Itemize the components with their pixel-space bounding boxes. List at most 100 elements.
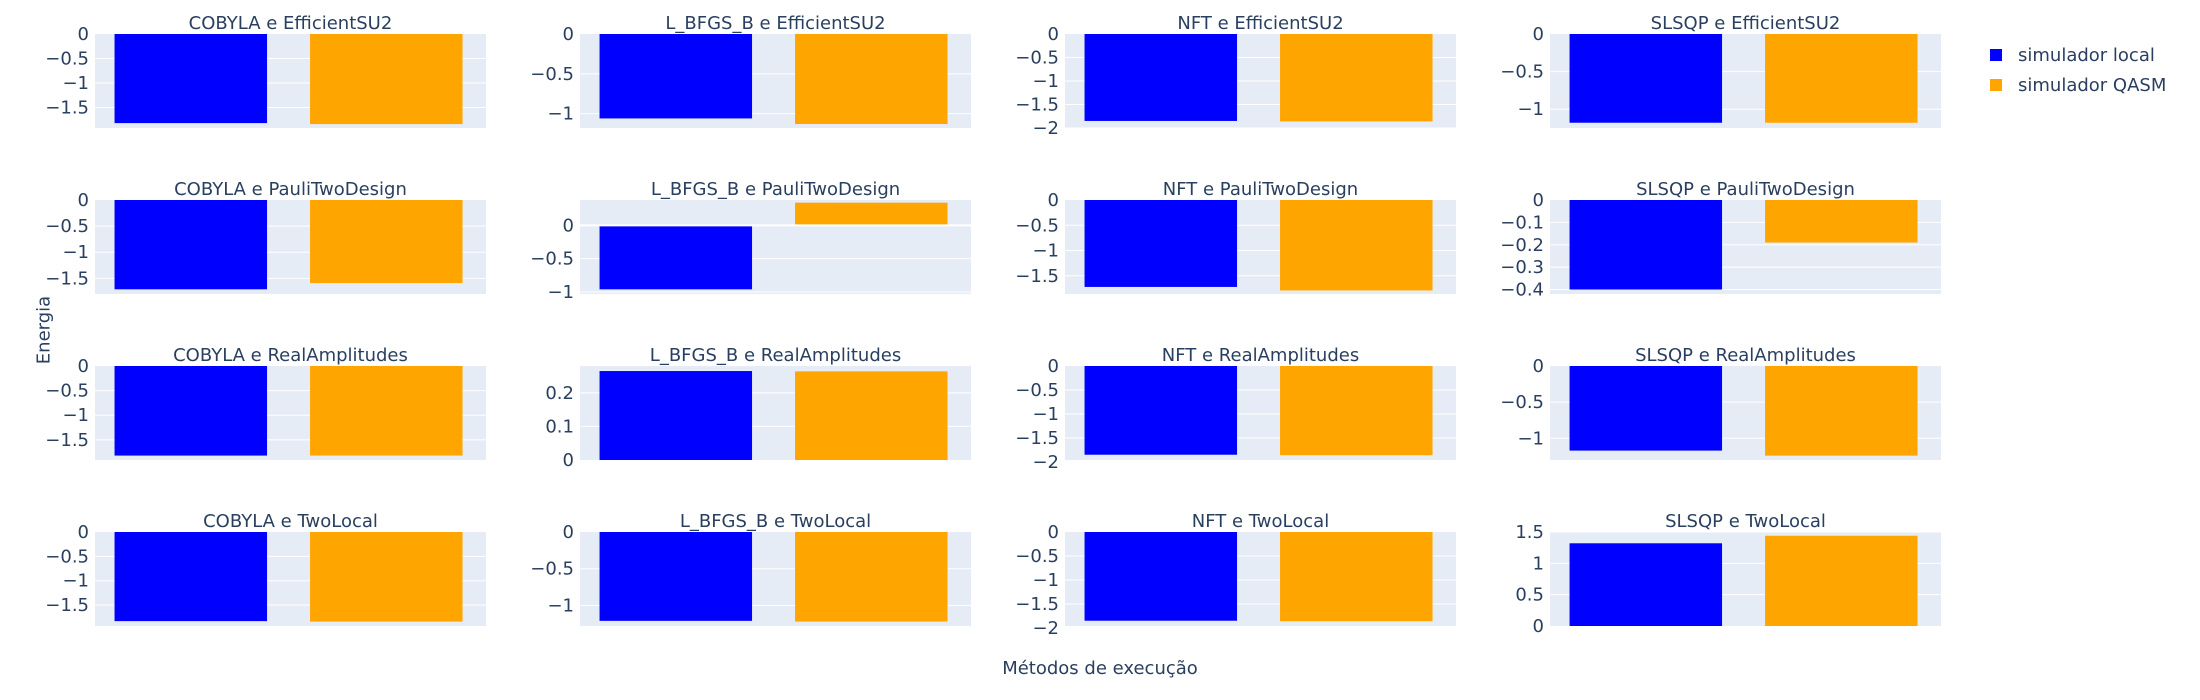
bar-9-local — [599, 371, 753, 460]
subplot-title-11: SLSQP e RealAmplitudes — [1635, 345, 1856, 366]
y-tick-label-6-0: 0 — [1048, 190, 1059, 211]
y-tick-label-15-3: 1.5 — [1515, 522, 1544, 543]
subplot-title-14: NFT e TwoLocal — [1192, 511, 1329, 532]
bar-10-local — [1084, 366, 1238, 455]
y-tick-label-14-0: 0 — [1048, 522, 1059, 543]
y-tick-label-15-1: 0.5 — [1515, 585, 1544, 606]
y-tick-label-10-4: −2 — [1032, 452, 1059, 473]
y-tick-label-10-3: −1.5 — [1015, 428, 1059, 449]
bar-4-local — [114, 200, 268, 290]
y-axis-label: Energia — [33, 295, 55, 365]
y-tick-label-5-0: 0 — [563, 215, 574, 236]
bar-0-qasm — [310, 34, 463, 125]
y-tick-label-7-2: −0.2 — [1500, 235, 1544, 256]
legend-swatch-qasm — [1990, 79, 2002, 91]
y-tick-label-1-1: −0.5 — [530, 64, 574, 85]
y-tick-label-9-1: 0.1 — [545, 416, 574, 437]
y-tick-label-9-0: 0 — [563, 450, 574, 471]
legend-item-local[interactable]: simulador local — [1990, 40, 2166, 70]
bar-2-local — [1084, 34, 1238, 121]
y-tick-label-10-2: −1 — [1032, 404, 1059, 425]
bar-1-local — [599, 34, 753, 119]
y-tick-label-13-0: 0 — [563, 522, 574, 543]
y-tick-label-14-1: −0.5 — [1015, 546, 1059, 567]
y-tick-label-3-1: −0.5 — [1500, 62, 1544, 83]
legend: simulador local simulador QASM — [1990, 40, 2166, 100]
y-tick-label-2-1: −0.5 — [1015, 48, 1059, 69]
y-tick-label-10-1: −0.5 — [1015, 380, 1059, 401]
legend-item-qasm[interactable]: simulador QASM — [1990, 70, 2166, 100]
subplot-title-3: SLSQP e EfficientSU2 — [1651, 13, 1841, 34]
subplot-title-7: SLSQP e PauliTwoDesign — [1636, 179, 1855, 200]
y-tick-label-8-3: −1.5 — [45, 430, 89, 451]
bar-11-local — [1569, 366, 1723, 451]
legend-label-local: simulador local — [2018, 44, 2155, 66]
y-tick-label-8-1: −0.5 — [45, 381, 89, 402]
y-tick-label-1-2: −1 — [547, 104, 574, 125]
bar-14-local — [1084, 532, 1238, 621]
y-tick-label-11-0: 0 — [1533, 356, 1544, 377]
subplot-title-12: COBYLA e TwoLocal — [203, 511, 378, 532]
bar-3-local — [1569, 34, 1723, 123]
bar-5-qasm — [795, 202, 948, 226]
bar-11-qasm — [1765, 366, 1918, 456]
y-tick-label-4-3: −1.5 — [45, 268, 89, 289]
y-tick-label-14-2: −1 — [1032, 570, 1059, 591]
bar-0-local — [114, 34, 268, 124]
subplot-title-13: L_BFGS_B e TwoLocal — [680, 511, 871, 532]
y-tick-label-15-2: 1 — [1533, 553, 1544, 574]
bar-9-qasm — [795, 371, 948, 460]
bar-2-qasm — [1280, 34, 1433, 122]
bar-3-qasm — [1765, 34, 1918, 123]
y-tick-label-13-2: −1 — [547, 595, 574, 616]
y-tick-label-2-2: −1 — [1032, 71, 1059, 92]
y-tick-label-12-1: −0.5 — [45, 546, 89, 567]
y-tick-label-0-0: 0 — [78, 24, 89, 45]
y-tick-label-5-1: −0.5 — [530, 249, 574, 270]
y-tick-label-13-1: −0.5 — [530, 559, 574, 580]
y-tick-label-2-4: −2 — [1032, 118, 1059, 139]
subplot-title-5: L_BFGS_B e PauliTwoDesign — [651, 179, 900, 200]
x-axis-label: Métodos de execução — [1002, 658, 1198, 679]
bar-15-local — [1569, 543, 1723, 626]
bar-7-local — [1569, 200, 1723, 290]
bar-4-qasm — [310, 200, 463, 284]
bar-14-qasm — [1280, 532, 1433, 622]
y-tick-label-15-0: 0 — [1533, 616, 1544, 637]
y-tick-label-6-3: −1.5 — [1015, 266, 1059, 287]
y-tick-label-2-3: −1.5 — [1015, 95, 1059, 116]
legend-swatch-local — [1990, 49, 2002, 61]
y-tick-label-14-3: −1.5 — [1015, 594, 1059, 615]
y-tick-label-4-0: 0 — [78, 190, 89, 211]
y-tick-label-6-2: −1 — [1032, 241, 1059, 262]
subplot-title-1: L_BFGS_B e EfficientSU2 — [665, 13, 885, 34]
subplot-title-8: COBYLA e RealAmplitudes — [173, 345, 408, 366]
y-tick-label-11-1: −0.5 — [1500, 392, 1544, 413]
y-tick-label-8-2: −1 — [62, 405, 89, 426]
y-tick-label-8-0: 0 — [78, 356, 89, 377]
bar-7-qasm — [1765, 200, 1918, 243]
y-tick-label-12-0: 0 — [78, 522, 89, 543]
bar-13-qasm — [795, 532, 948, 622]
bar-15-qasm — [1765, 535, 1918, 626]
y-tick-label-10-0: 0 — [1048, 356, 1059, 377]
bar-6-qasm — [1280, 200, 1433, 291]
bar-8-qasm — [310, 366, 463, 456]
bar-13-local — [599, 532, 753, 621]
legend-label-qasm: simulador QASM — [2018, 74, 2167, 96]
y-tick-label-14-4: −2 — [1032, 618, 1059, 639]
bar-8-local — [114, 366, 268, 456]
y-tick-label-9-2: 0.2 — [545, 383, 574, 404]
subplot-title-6: NFT e PauliTwoDesign — [1163, 179, 1358, 200]
y-tick-label-7-1: −0.1 — [1500, 212, 1544, 233]
y-tick-label-4-2: −1 — [62, 242, 89, 263]
subplot-title-10: NFT e RealAmplitudes — [1162, 345, 1359, 366]
subplot-title-15: SLSQP e TwoLocal — [1665, 511, 1826, 532]
bar-5-local — [599, 225, 753, 290]
y-tick-label-2-0: 0 — [1048, 24, 1059, 45]
y-tick-label-11-2: −1 — [1517, 428, 1544, 449]
y-tick-label-5-2: −1 — [547, 282, 574, 303]
y-tick-label-7-0: 0 — [1533, 190, 1544, 211]
y-tick-label-7-3: −0.3 — [1500, 257, 1544, 278]
